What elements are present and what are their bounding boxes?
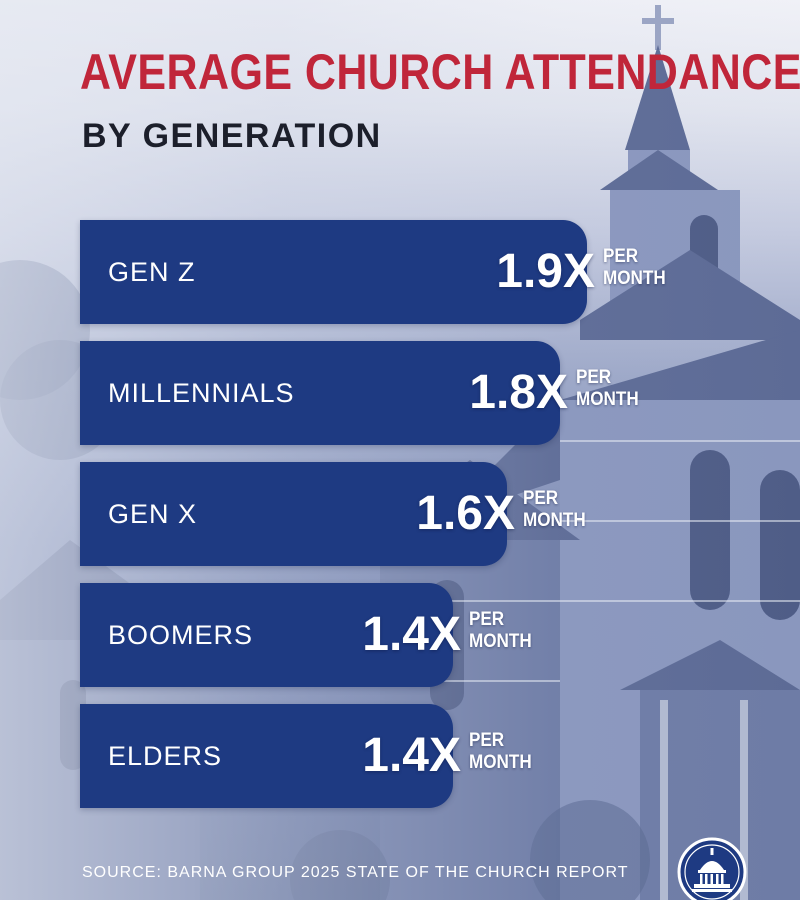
unit-label: PER MONTH xyxy=(523,488,622,532)
unit-line-per: PER xyxy=(576,367,612,388)
category-label: GEN Z xyxy=(108,257,196,287)
unit-line-per: PER xyxy=(523,488,559,509)
bar-millennials xyxy=(80,341,560,445)
unit-label: PER MONTH xyxy=(469,609,568,653)
unit-line-per: PER xyxy=(603,246,639,267)
category-label: ELDERS xyxy=(108,741,223,771)
value-label: 1.9X xyxy=(496,245,595,298)
value-label: 1.4X xyxy=(362,729,461,782)
value-label: 1.8X xyxy=(469,366,568,419)
capitol-dome-icon xyxy=(677,837,747,900)
unit-line-month: MONTH xyxy=(469,631,532,652)
unit-label: PER MONTH xyxy=(603,246,702,290)
value-label: 1.4X xyxy=(362,608,461,661)
unit-line-month: MONTH xyxy=(469,752,532,773)
category-label: MILLENNIALS xyxy=(108,378,295,408)
source-note: SOURCE: BARNA GROUP 2025 STATE OF THE CH… xyxy=(82,864,629,881)
category-label: BOOMERS xyxy=(108,620,254,650)
value-label: 1.6X xyxy=(416,487,515,540)
unit-line-per: PER xyxy=(469,730,505,751)
bar-gen-x xyxy=(80,462,507,566)
chart-title: AVERAGE CHURCH ATTENDANCE xyxy=(80,44,800,100)
chart-subtitle: BY GENERATION xyxy=(82,117,382,155)
unit-line-month: MONTH xyxy=(576,389,639,410)
category-label: GEN X xyxy=(108,499,198,529)
unit-label: PER MONTH xyxy=(576,367,675,411)
bar-gen-z xyxy=(80,220,587,324)
unit-line-month: MONTH xyxy=(603,268,666,289)
unit-label: PER MONTH xyxy=(469,730,568,774)
unit-line-per: PER xyxy=(469,609,505,630)
bar-elders xyxy=(80,704,453,808)
unit-line-month: MONTH xyxy=(523,510,586,531)
bar-boomers xyxy=(80,583,453,687)
